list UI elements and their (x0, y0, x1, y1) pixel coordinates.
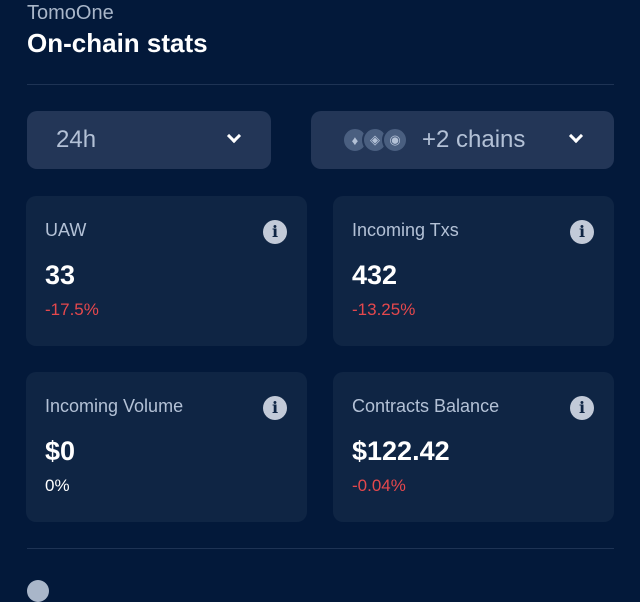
stat-card-incoming-volume: Incoming Volume i $0 0% (26, 372, 307, 522)
stat-value: $0 (45, 436, 76, 466)
info-icon[interactable]: i (263, 396, 287, 420)
chevron-down-icon (568, 128, 584, 144)
app-name: TomoOne (27, 2, 114, 24)
stat-card-incoming-txs: Incoming Txs i 432 -13.25% (333, 196, 614, 346)
stat-label: Incoming Volume (45, 396, 184, 416)
stat-value: $122.42 (352, 436, 450, 466)
chevron-down-icon (226, 128, 242, 144)
bnb-chain-icon: ◈ (362, 127, 388, 153)
period-dropdown[interactable]: 24h (27, 111, 271, 169)
stat-card-uaw: UAW i 33 -17.5% (26, 196, 307, 346)
stat-change: -17.5% (45, 300, 99, 319)
divider (27, 548, 614, 549)
stat-change: -13.25% (352, 300, 416, 319)
chains-value: +2 chains (422, 126, 526, 153)
info-icon[interactable]: i (263, 220, 287, 244)
stat-change: 0% (45, 476, 70, 495)
stat-change: -0.04% (352, 476, 406, 495)
page-title: On-chain stats (27, 28, 208, 58)
stat-card-contracts-balance: Contracts Balance i $122.42 -0.04% (333, 372, 614, 522)
chain-icon: ◉ (382, 127, 408, 153)
info-icon (27, 580, 49, 602)
stat-label: UAW (45, 220, 87, 240)
stat-value: 33 (45, 260, 76, 290)
stat-label: Contracts Balance (352, 396, 500, 416)
stat-value: 432 (352, 260, 398, 290)
divider (27, 84, 614, 85)
period-value: 24h (56, 126, 97, 153)
stat-label: Incoming Txs (352, 220, 459, 240)
chains-dropdown[interactable]: ♦ ◈ ◉ +2 chains (311, 111, 614, 169)
info-icon[interactable]: i (570, 220, 594, 244)
info-icon[interactable]: i (570, 396, 594, 420)
